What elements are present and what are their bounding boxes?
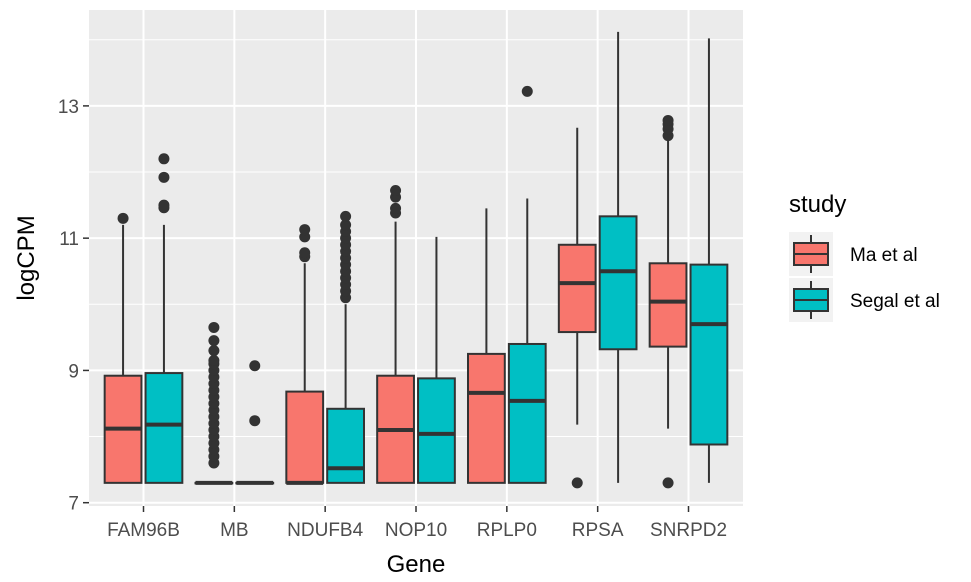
outlier-point [158, 153, 170, 165]
box-iqr [467, 352, 506, 484]
outlier-point [390, 185, 402, 197]
box-RPSA-0 [557, 127, 597, 489]
box-iqr [507, 342, 547, 484]
y-tick-label: 7 [68, 494, 79, 515]
box-iqr [144, 372, 184, 484]
x-tick-label: FAM96B [107, 520, 180, 541]
box-MB-1 [235, 360, 275, 485]
legend: study Ma et al Segal et al [789, 191, 940, 322]
x-axis: FAM96B MB NDUFB4 NOP10 RPLP0 RPSA SNRPD2 [107, 506, 727, 541]
y-tick-label: 11 [59, 229, 79, 250]
x-axis-title: Gene [387, 551, 446, 578]
box-MB-0 [194, 321, 234, 485]
outlier-point [158, 199, 170, 211]
x-tick-label: NDUFB4 [287, 520, 363, 541]
box-FAM96B-0 [103, 212, 143, 484]
boxes-layer [103, 31, 729, 489]
y-tick-label: 13 [58, 97, 79, 118]
box-NDUFB4-0 [285, 224, 325, 485]
outlier-point [662, 477, 674, 489]
x-tick-label: SNRPD2 [650, 520, 727, 541]
box-iqr [326, 407, 365, 484]
legend-label: Ma et al [850, 245, 918, 266]
box-SNRPD2-1 [689, 38, 729, 483]
outlier-point [340, 210, 352, 222]
outlier-point [158, 171, 170, 183]
box-NOP10-0 [376, 185, 415, 484]
legend-title: study [789, 191, 846, 218]
box-iqr [557, 243, 597, 334]
outlier-point [662, 114, 674, 126]
box-RPLP0-1 [507, 85, 547, 484]
x-tick-label: MB [220, 520, 249, 541]
box-iqr [285, 390, 325, 484]
outlier-point [521, 85, 533, 97]
x-tick-label: RPLP0 [477, 520, 537, 541]
legend-label: Segal et al [850, 291, 940, 312]
outlier-point [208, 335, 220, 347]
y-axis: 7 9 11 13 [58, 97, 89, 515]
box-FAM96B-1 [144, 153, 184, 484]
box-RPLP0-0 [467, 208, 506, 484]
outlier-point [340, 219, 352, 231]
outlier-point [249, 415, 261, 427]
box-iqr [417, 377, 456, 484]
box-iqr [648, 262, 688, 348]
outlier-point [208, 345, 220, 357]
outlier-point [299, 247, 311, 259]
outlier-point [249, 360, 261, 372]
outlier-point [299, 224, 311, 236]
outlier-point [208, 321, 220, 333]
outlier-point [390, 202, 402, 214]
box-SNRPD2-0 [648, 114, 688, 489]
outlier-point [208, 355, 220, 367]
box-NDUFB4-1 [326, 210, 365, 484]
box-iqr [598, 215, 638, 351]
outlier-point [117, 212, 129, 224]
y-tick-label: 9 [68, 361, 79, 382]
x-tick-label: NOP10 [385, 520, 447, 541]
outlier-point [571, 477, 583, 489]
box-NOP10-1 [417, 236, 456, 484]
box-iqr [689, 263, 729, 446]
y-axis-title: logCPM [13, 215, 40, 300]
x-tick-label: RPSA [572, 520, 624, 541]
box-RPSA-1 [598, 31, 638, 483]
